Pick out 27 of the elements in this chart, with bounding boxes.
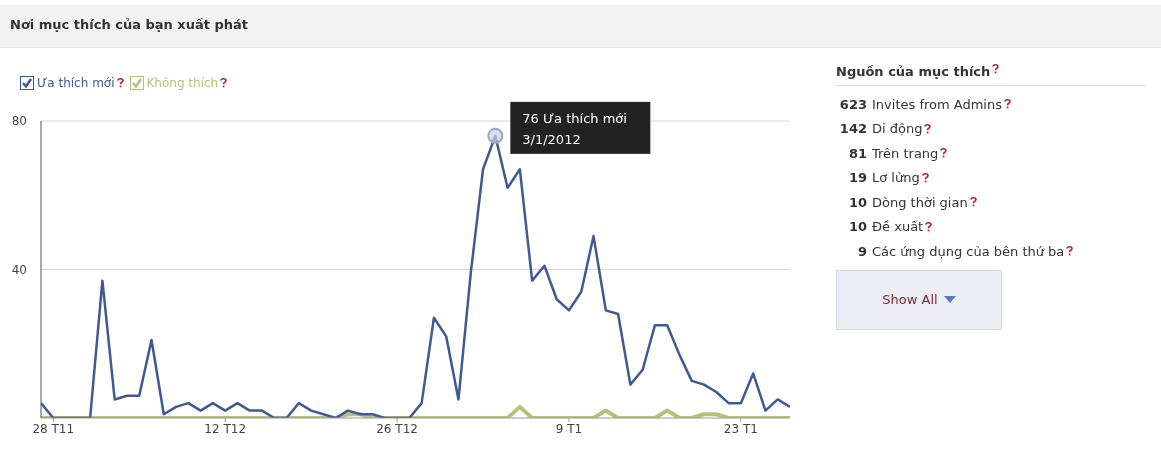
data-label: 623 [838, 96, 867, 112]
data-label: 10 [847, 219, 867, 235]
category-label: Invites from Admins [872, 96, 1002, 112]
y-tick-label: 40 [11, 262, 27, 277]
text: Show All [836, 269, 1002, 330]
x-tick-label: 28 T11 [32, 421, 75, 436]
category-label: Các ứng dụng của bên thứ ba [872, 243, 1065, 259]
category-label: Di động [872, 121, 923, 137]
x-tick-label: 26 T12 [376, 421, 418, 436]
category-label: Lơ lửng [872, 170, 920, 186]
chart-title: Nơi mục thích của bạn xuất phát [10, 17, 249, 32]
data-label: 10 [847, 194, 867, 210]
data-label: 81 [847, 145, 867, 161]
text: Nguồn của mục thích [836, 64, 1146, 86]
y-tick-label: 80 [11, 114, 27, 129]
legend-label: Không thích [145, 76, 220, 90]
category-label: Trên trang [872, 145, 939, 161]
legend-label: Ưa thích mới [36, 76, 116, 90]
annotation: 76 Ưa thích mới 3/1/2012 [522, 110, 627, 147]
category-label: Dòng thời gian [872, 194, 968, 210]
data-label: 19 [847, 170, 867, 186]
data-label: 9 [856, 243, 867, 259]
data-label: 142 [838, 121, 867, 137]
category-label: Đề xuất [872, 219, 924, 235]
x-tick-label: 9 T1 [555, 421, 583, 436]
x-tick-label: 23 T1 [723, 421, 758, 436]
x-tick-label: 12 T12 [204, 421, 247, 436]
